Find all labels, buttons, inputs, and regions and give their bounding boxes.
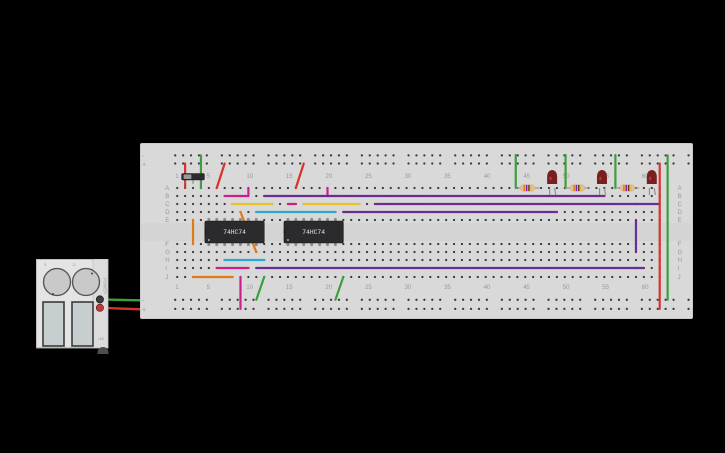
svg-text:74HC74: 74HC74	[302, 229, 325, 236]
svg-text:74HC74: 74HC74	[223, 229, 246, 236]
svg-text:POWER: POWER	[103, 278, 108, 294]
svg-text:D: D	[73, 263, 76, 267]
svg-text:LED: LED	[98, 337, 105, 341]
